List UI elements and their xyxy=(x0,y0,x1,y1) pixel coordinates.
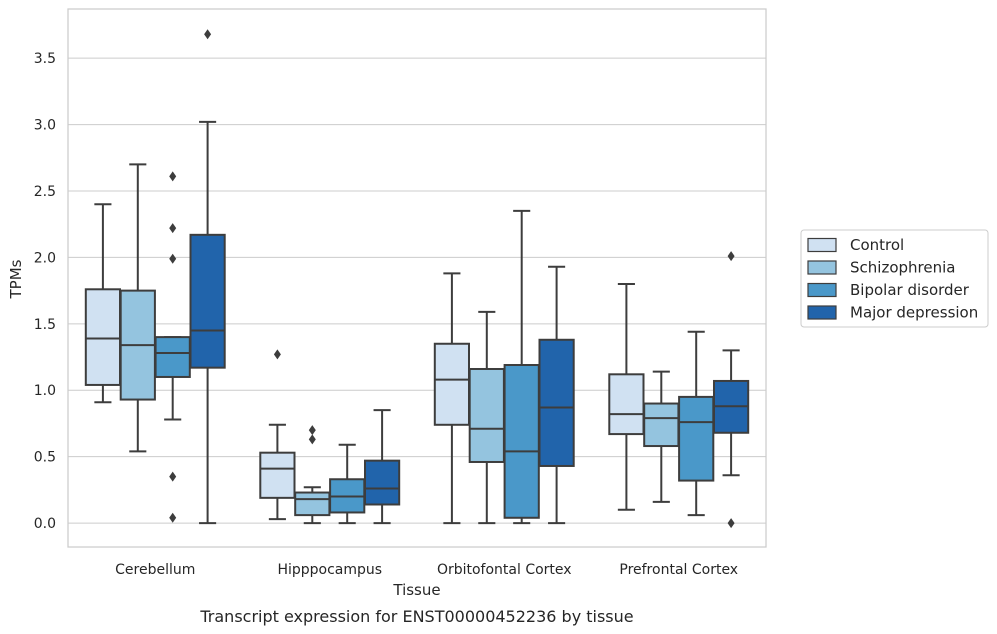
box-control xyxy=(84,203,122,404)
box-schizophrenia xyxy=(468,310,505,525)
x-axis-label: Tissue xyxy=(392,581,440,599)
outlier-point xyxy=(308,434,316,445)
y-tick-label: 3.5 xyxy=(34,51,56,67)
outlier-point xyxy=(727,518,735,529)
box-iqr xyxy=(678,395,715,482)
outlier-point xyxy=(169,223,177,234)
legend-label: Control xyxy=(850,236,904,254)
legend: Control Schizophrenia Bipolar disorder Majo… xyxy=(800,229,989,328)
box-control xyxy=(608,282,645,511)
y-tick-label: 1.0 xyxy=(34,383,56,399)
box-plot-area xyxy=(84,29,750,529)
box-major-depression xyxy=(363,409,401,525)
legend-label: Major depression xyxy=(850,304,978,322)
box-bipolar-disorder xyxy=(503,209,540,525)
box-iqr xyxy=(294,491,331,517)
legend-frame xyxy=(800,229,989,328)
box-major-depression xyxy=(189,29,226,525)
x-tick-label: Cerebellum xyxy=(115,562,195,578)
box-iqr xyxy=(468,367,505,463)
box-iqr xyxy=(643,402,680,448)
x-tick-label: Orbitofontal Cortex xyxy=(437,562,572,578)
plot-frame xyxy=(67,8,767,548)
y-tick-label: 1.5 xyxy=(34,317,56,333)
outlier-point xyxy=(727,251,735,262)
outlier-point xyxy=(169,253,177,264)
legend-swatch xyxy=(807,305,837,320)
chart-caption: Transcript expression for ENST0000045223… xyxy=(199,607,633,626)
outlier-point xyxy=(273,349,281,360)
box-schizophrenia xyxy=(119,163,156,453)
box-major-depression xyxy=(538,265,575,525)
box-control xyxy=(433,272,471,525)
legend-swatch xyxy=(807,282,837,298)
y-axis-ticks: 0.0 0.5 1.0 1.5 2.0 2.5 3.0 3.5 xyxy=(34,51,56,532)
outlier-point xyxy=(169,512,177,523)
y-tick-label: 2.0 xyxy=(34,250,56,266)
outlier-point xyxy=(169,171,177,182)
y-tick-label: 2.5 xyxy=(34,184,56,200)
y-tick-label: 0.5 xyxy=(34,450,56,466)
outlier-point xyxy=(169,471,177,482)
x-axis-ticks: Cerebellum Hipppocampus Orbitofontal Corte… xyxy=(115,562,738,578)
box-iqr xyxy=(363,459,401,506)
box-schizophrenia xyxy=(643,370,680,503)
x-tick-label: Prefrontal Cortex xyxy=(619,562,738,578)
legend-swatch xyxy=(807,260,837,275)
y-tick-label: 0.0 xyxy=(34,516,56,532)
box-control xyxy=(259,349,296,521)
outlier-point xyxy=(308,425,316,436)
box-iqr xyxy=(189,233,226,369)
legend-label: Schizophrenia xyxy=(850,259,955,277)
x-tick-label: Hipppocampus xyxy=(277,562,382,578)
box-iqr xyxy=(538,338,575,467)
box-iqr xyxy=(84,288,122,386)
box-bipolar-disorder xyxy=(678,330,715,517)
y-axis-label: TPMs xyxy=(7,259,25,299)
box-iqr xyxy=(503,364,540,519)
box-bipolar-disorder xyxy=(154,171,191,523)
box-schizophrenia xyxy=(294,425,331,525)
box-iqr xyxy=(154,336,191,378)
legend-swatch xyxy=(807,237,837,253)
box-iqr xyxy=(259,451,296,499)
box-iqr xyxy=(608,373,645,436)
outlier-point xyxy=(204,29,212,40)
box-iqr xyxy=(433,342,471,426)
legend-label: Bipolar disorder xyxy=(850,281,970,299)
box-major-depression xyxy=(712,251,750,529)
grid-lines xyxy=(68,57,766,524)
y-tick-label: 3.0 xyxy=(34,118,56,134)
